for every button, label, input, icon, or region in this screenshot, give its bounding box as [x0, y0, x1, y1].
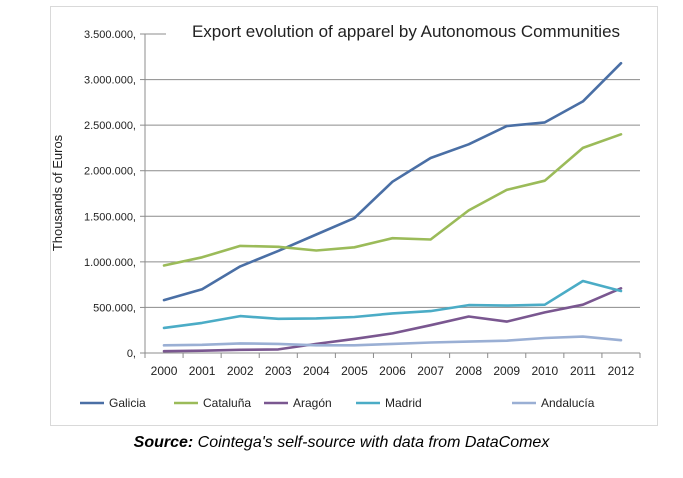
y-tick-label: 500.000, — [93, 302, 136, 314]
legend-label: Madrid — [385, 396, 422, 410]
line-chart: 0, 500.000, 1.000.000, 1.500.000, 2.000.000,… — [50, 16, 646, 410]
legend: Galicia Cataluña Aragón Madrid Andalucía — [80, 396, 595, 410]
y-tick-label: 0, — [127, 348, 136, 360]
title-background — [166, 16, 646, 46]
y-tick-label: 3.000.000, — [84, 75, 136, 87]
x-tick-label: 2006 — [379, 364, 406, 378]
source-caption: Source: Cointega's self-source with data… — [0, 434, 683, 452]
y-tick-label: 1.000.000, — [84, 257, 136, 269]
x-tick-label: 2010 — [531, 364, 558, 378]
x-tick-label: 2004 — [303, 364, 330, 378]
legend-label: Aragón — [293, 396, 332, 410]
x-tick-label: 2009 — [493, 364, 520, 378]
legend-label: Cataluña — [203, 396, 251, 410]
x-tick-label: 2005 — [341, 364, 368, 378]
chart-title: Export evolution of apparel by Autonomou… — [192, 22, 620, 41]
y-tick-label: 2.500.000, — [84, 120, 136, 132]
y-tick-labels: 0, 500.000, 1.000.000, 1.500.000, 2.000.000,… — [84, 29, 136, 360]
x-tick-label: 2000 — [151, 364, 178, 378]
series-line-galicia — [162, 61, 623, 302]
x-tick-label: 2012 — [608, 364, 635, 378]
legend-label: Andalucía — [541, 396, 595, 410]
legend-label: Galicia — [109, 396, 146, 410]
series-line-cataluña — [162, 133, 623, 267]
y-tick-label: 2.000.000, — [84, 166, 136, 178]
y-tick-label: 3.500.000, — [84, 29, 136, 41]
y-axis-label: Thousands of Euros — [50, 134, 65, 251]
x-tick-label: 2002 — [227, 364, 254, 378]
x-tick-label: 2011 — [570, 364, 596, 378]
series-line-madrid — [162, 279, 623, 330]
x-tick-label: 2001 — [189, 364, 216, 378]
series-line-andalucía — [162, 335, 623, 347]
series-line-aragón — [162, 286, 623, 353]
axes — [140, 33, 641, 358]
x-tick-label: 2008 — [455, 364, 482, 378]
source-label: Source: — [133, 434, 194, 451]
x-tick-labels: 2000 2001 2002 2003 2004 2005 2006 2007 2008 2009… — [151, 364, 635, 378]
x-tick-label: 2007 — [417, 364, 444, 378]
source-text: Cointega's self-source with data from Da… — [193, 434, 550, 451]
x-tick-label: 2003 — [265, 364, 292, 378]
chart-frame — [50, 6, 658, 426]
grid-lines — [145, 33, 640, 308]
series-lines — [162, 61, 623, 353]
y-tick-label: 1.500.000, — [84, 211, 136, 223]
